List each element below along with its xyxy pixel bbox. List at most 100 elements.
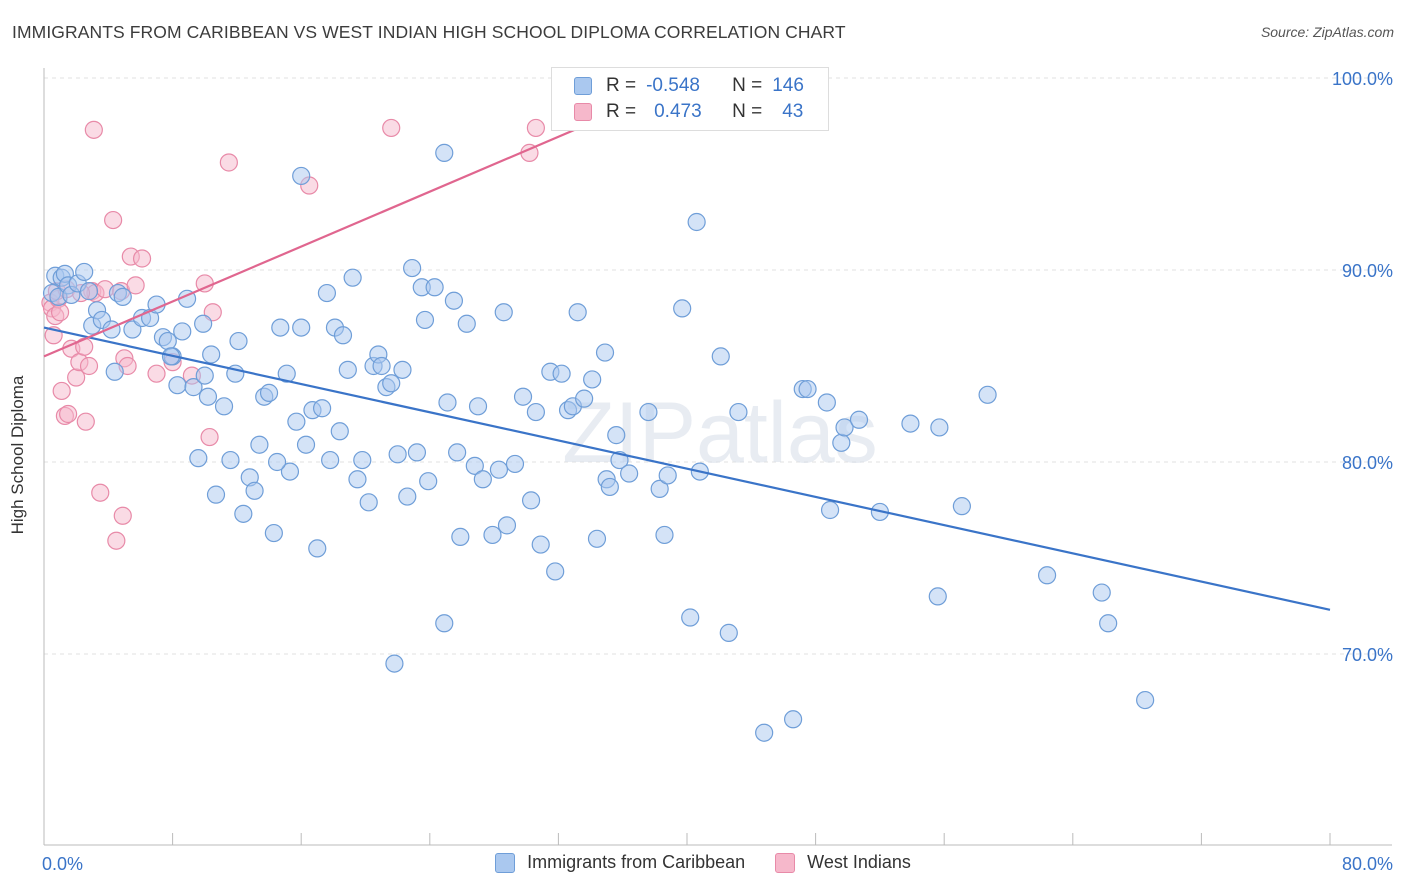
caribbean-point (494, 303, 513, 322)
chart-title: IMMIGRANTS FROM CARIBBEAN VS WEST INDIAN… (12, 22, 846, 42)
west-indians-point (107, 531, 126, 550)
y-tick-label: 80.0% (1342, 453, 1393, 473)
legend-swatch-blue (574, 77, 592, 95)
caribbean-point (531, 535, 550, 554)
caribbean-point (168, 376, 187, 395)
caribbean-point (353, 450, 372, 470)
caribbean-point (403, 258, 422, 278)
caribbean-point (113, 287, 132, 306)
caribbean-point (639, 402, 658, 422)
caribbean-point (158, 331, 177, 351)
west-indians-points (41, 118, 545, 550)
caribbean-point (382, 374, 401, 393)
caribbean-point (280, 462, 300, 481)
caribbean-point (343, 268, 362, 287)
legend-n-label: N = (732, 101, 763, 122)
caribbean-point (583, 370, 602, 389)
caribbean-point (330, 422, 349, 441)
caribbean-point (105, 362, 124, 381)
caribbean-point (755, 723, 774, 742)
legend-n-label: N = (732, 75, 763, 96)
caribbean-point (600, 477, 619, 497)
caribbean-point (655, 525, 674, 545)
y-tick-label: 70.0% (1342, 645, 1393, 665)
caribbean-point (435, 143, 454, 162)
caribbean-point (681, 608, 700, 627)
caribbean-point (978, 385, 997, 404)
caribbean-point (607, 426, 626, 445)
caribbean-point (952, 497, 971, 516)
caribbean-point (234, 504, 253, 523)
caribbean-point (711, 347, 730, 366)
caribbean-trend-line (43, 326, 1331, 611)
legend-row-caribbean: R = -0.548 N = 146 (574, 73, 804, 99)
caribbean-point (202, 345, 221, 364)
legend-swatch-pink (574, 103, 592, 121)
west-indians-point (76, 412, 95, 431)
caribbean-point (832, 433, 851, 452)
caribbean-point (287, 412, 306, 431)
legend-r-value: 0.473 (654, 101, 702, 122)
caribbean-point (415, 310, 435, 330)
west-indians-point (104, 210, 123, 230)
tick-labels: 70.0% 80.0% 90.0% 100.0% 0.0% 80.0% (42, 69, 1393, 874)
y-tick-label: 90.0% (1342, 261, 1393, 281)
caribbean-point (658, 466, 677, 485)
caribbean-point (348, 470, 367, 489)
caribbean-point (650, 479, 669, 498)
caribbean-point (419, 472, 438, 491)
caribbean-point (451, 527, 470, 546)
caribbean-point (388, 445, 407, 464)
west-indians-point (79, 356, 99, 376)
caribbean-point (198, 387, 218, 406)
caribbean-point (817, 393, 836, 412)
caribbean-point (457, 314, 476, 333)
legend-item-west-indians: West Indians (775, 852, 911, 873)
legend-label-caribbean: Immigrants from Caribbean (527, 852, 746, 872)
west-indians-point (526, 118, 545, 138)
caribbean-point (359, 493, 378, 512)
caribbean-point (296, 435, 316, 454)
x-tick-label: 80.0% (1342, 854, 1393, 874)
west-indians-point (113, 506, 132, 525)
caribbean-point (513, 387, 533, 406)
legend-swatch-pink (775, 852, 796, 873)
caribbean-point (673, 299, 692, 318)
west-indians-point (200, 427, 219, 447)
caribbean-point (901, 414, 920, 433)
caribbean-point (930, 418, 949, 437)
caribbean-point (195, 366, 214, 385)
caribbean-point (259, 383, 279, 402)
caribbean-point (267, 452, 287, 472)
caribbean-point (385, 654, 404, 673)
caribbean-point (189, 449, 208, 468)
legend-r-label: R = (606, 75, 637, 96)
legend-r-label: R = (606, 101, 637, 122)
caribbean-point (575, 389, 594, 408)
source-label: Source: ZipAtlas.com (1260, 24, 1394, 40)
caribbean-point (448, 443, 467, 462)
caribbean-point (719, 623, 738, 642)
caribbean-point (292, 318, 311, 337)
caribbean-point (1136, 690, 1155, 710)
caribbean-point (465, 456, 484, 475)
caribbean-point (229, 331, 248, 351)
caribbean-point (435, 614, 454, 633)
caribbean-point (505, 454, 525, 474)
caribbean-point (521, 491, 541, 510)
caribbean-point (526, 402, 545, 422)
caribbean-point (277, 364, 296, 383)
stats-legend: R = -0.548 N = 146 R = 0.473 N = 43 (551, 67, 829, 131)
west-indians-point (382, 118, 401, 138)
caribbean-point (206, 485, 226, 504)
caribbean-point (372, 356, 391, 376)
caribbean-point (595, 343, 615, 362)
legend-n-value: 43 (782, 101, 804, 122)
caribbean-point (568, 303, 587, 322)
caribbean-point (338, 360, 357, 379)
west-indians-point (52, 381, 71, 401)
caribbean-point (214, 397, 234, 416)
caribbean-point (333, 326, 353, 345)
caribbean-point (264, 523, 283, 543)
